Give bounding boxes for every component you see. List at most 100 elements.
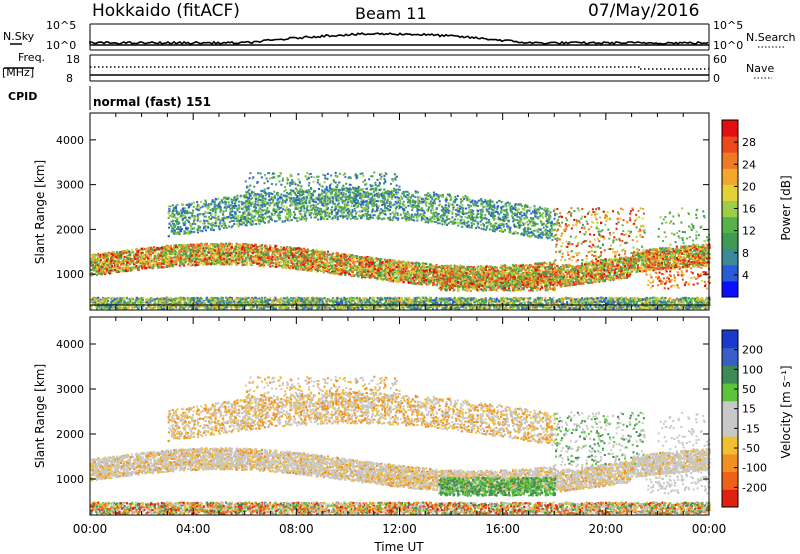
power-point [90,258,93,260]
power-point [523,267,526,270]
power-point [447,265,450,268]
power-point [145,260,148,263]
power-point [328,265,330,268]
power-point [279,247,282,250]
power-point [325,253,328,256]
power-point [177,251,180,254]
power-point [661,248,663,251]
power-point [604,261,607,264]
power-point [166,249,169,252]
power-point [117,263,120,266]
power-point [415,262,418,265]
power-point [524,271,527,273]
power-point [158,254,160,257]
power-point [675,245,678,248]
power-point [138,264,141,267]
power-point [407,281,410,284]
power-point [576,268,579,271]
power-point [310,256,313,259]
power-point [343,258,346,261]
power-point [265,245,268,248]
power-point [97,265,100,268]
power-point [200,262,203,265]
power-point [141,251,144,254]
power-point [179,260,181,263]
freq-panel: Freq. [MHz] 18 8 60 0 Nave [2,51,774,85]
power-point [504,274,507,277]
power-point [406,276,408,279]
power-point [518,266,521,269]
power-point [683,253,686,256]
power-point [197,251,200,254]
power-point [243,254,246,257]
power-point [428,273,431,275]
power-point [268,263,271,265]
power-point [179,262,182,265]
power-point [524,268,527,271]
power-point [462,269,465,272]
power-point [218,248,221,251]
power-point [632,267,635,270]
power-point [120,263,123,266]
sky-label: N.Sky [3,30,35,43]
power-point [96,264,99,266]
power-point [594,281,597,284]
power-point [162,266,165,269]
power-point [192,247,195,250]
power-point [640,254,643,257]
power-point [298,250,301,253]
power-point [149,255,152,257]
power-point [387,272,390,275]
power-point [103,262,106,265]
power-point [640,270,643,273]
power-point [580,282,583,285]
power-point [704,254,707,257]
power-point [279,260,282,263]
power-point [633,268,636,271]
power-point [667,267,670,270]
power-point [263,258,266,261]
power-point [303,269,306,271]
power-point [563,283,566,286]
power-point [145,256,148,259]
power-point [695,254,698,256]
power-point [576,272,579,275]
power-point [209,243,212,246]
power-point [377,277,379,280]
power-point [207,255,210,258]
power-point [432,274,435,277]
power-point [544,280,547,283]
power-point [477,265,480,268]
power-point [268,258,271,261]
power-point [201,258,204,261]
power-point [344,274,347,276]
power-point [364,276,367,279]
power-point [213,263,216,266]
power-point [464,270,466,273]
power-point [706,260,709,263]
power-point [557,266,559,269]
power-point [543,261,546,264]
freq-label: Freq. [18,51,45,64]
power-point [183,262,186,265]
power-point [631,260,634,263]
power-point [344,269,347,272]
power-point [241,258,244,261]
power-point [175,263,178,266]
power-point [698,248,700,250]
power-point [404,270,407,272]
power-point [206,247,209,250]
power-point [157,252,160,255]
power-point [467,269,470,271]
power-point [407,280,410,283]
power-point [187,245,190,248]
power-point [366,256,369,258]
power-point [201,247,204,250]
power-point [201,260,204,263]
power-point [590,268,593,271]
power-point [259,256,262,259]
power-point [168,252,171,255]
power-point [681,246,684,249]
power-point [309,266,312,269]
power-point [423,273,426,276]
